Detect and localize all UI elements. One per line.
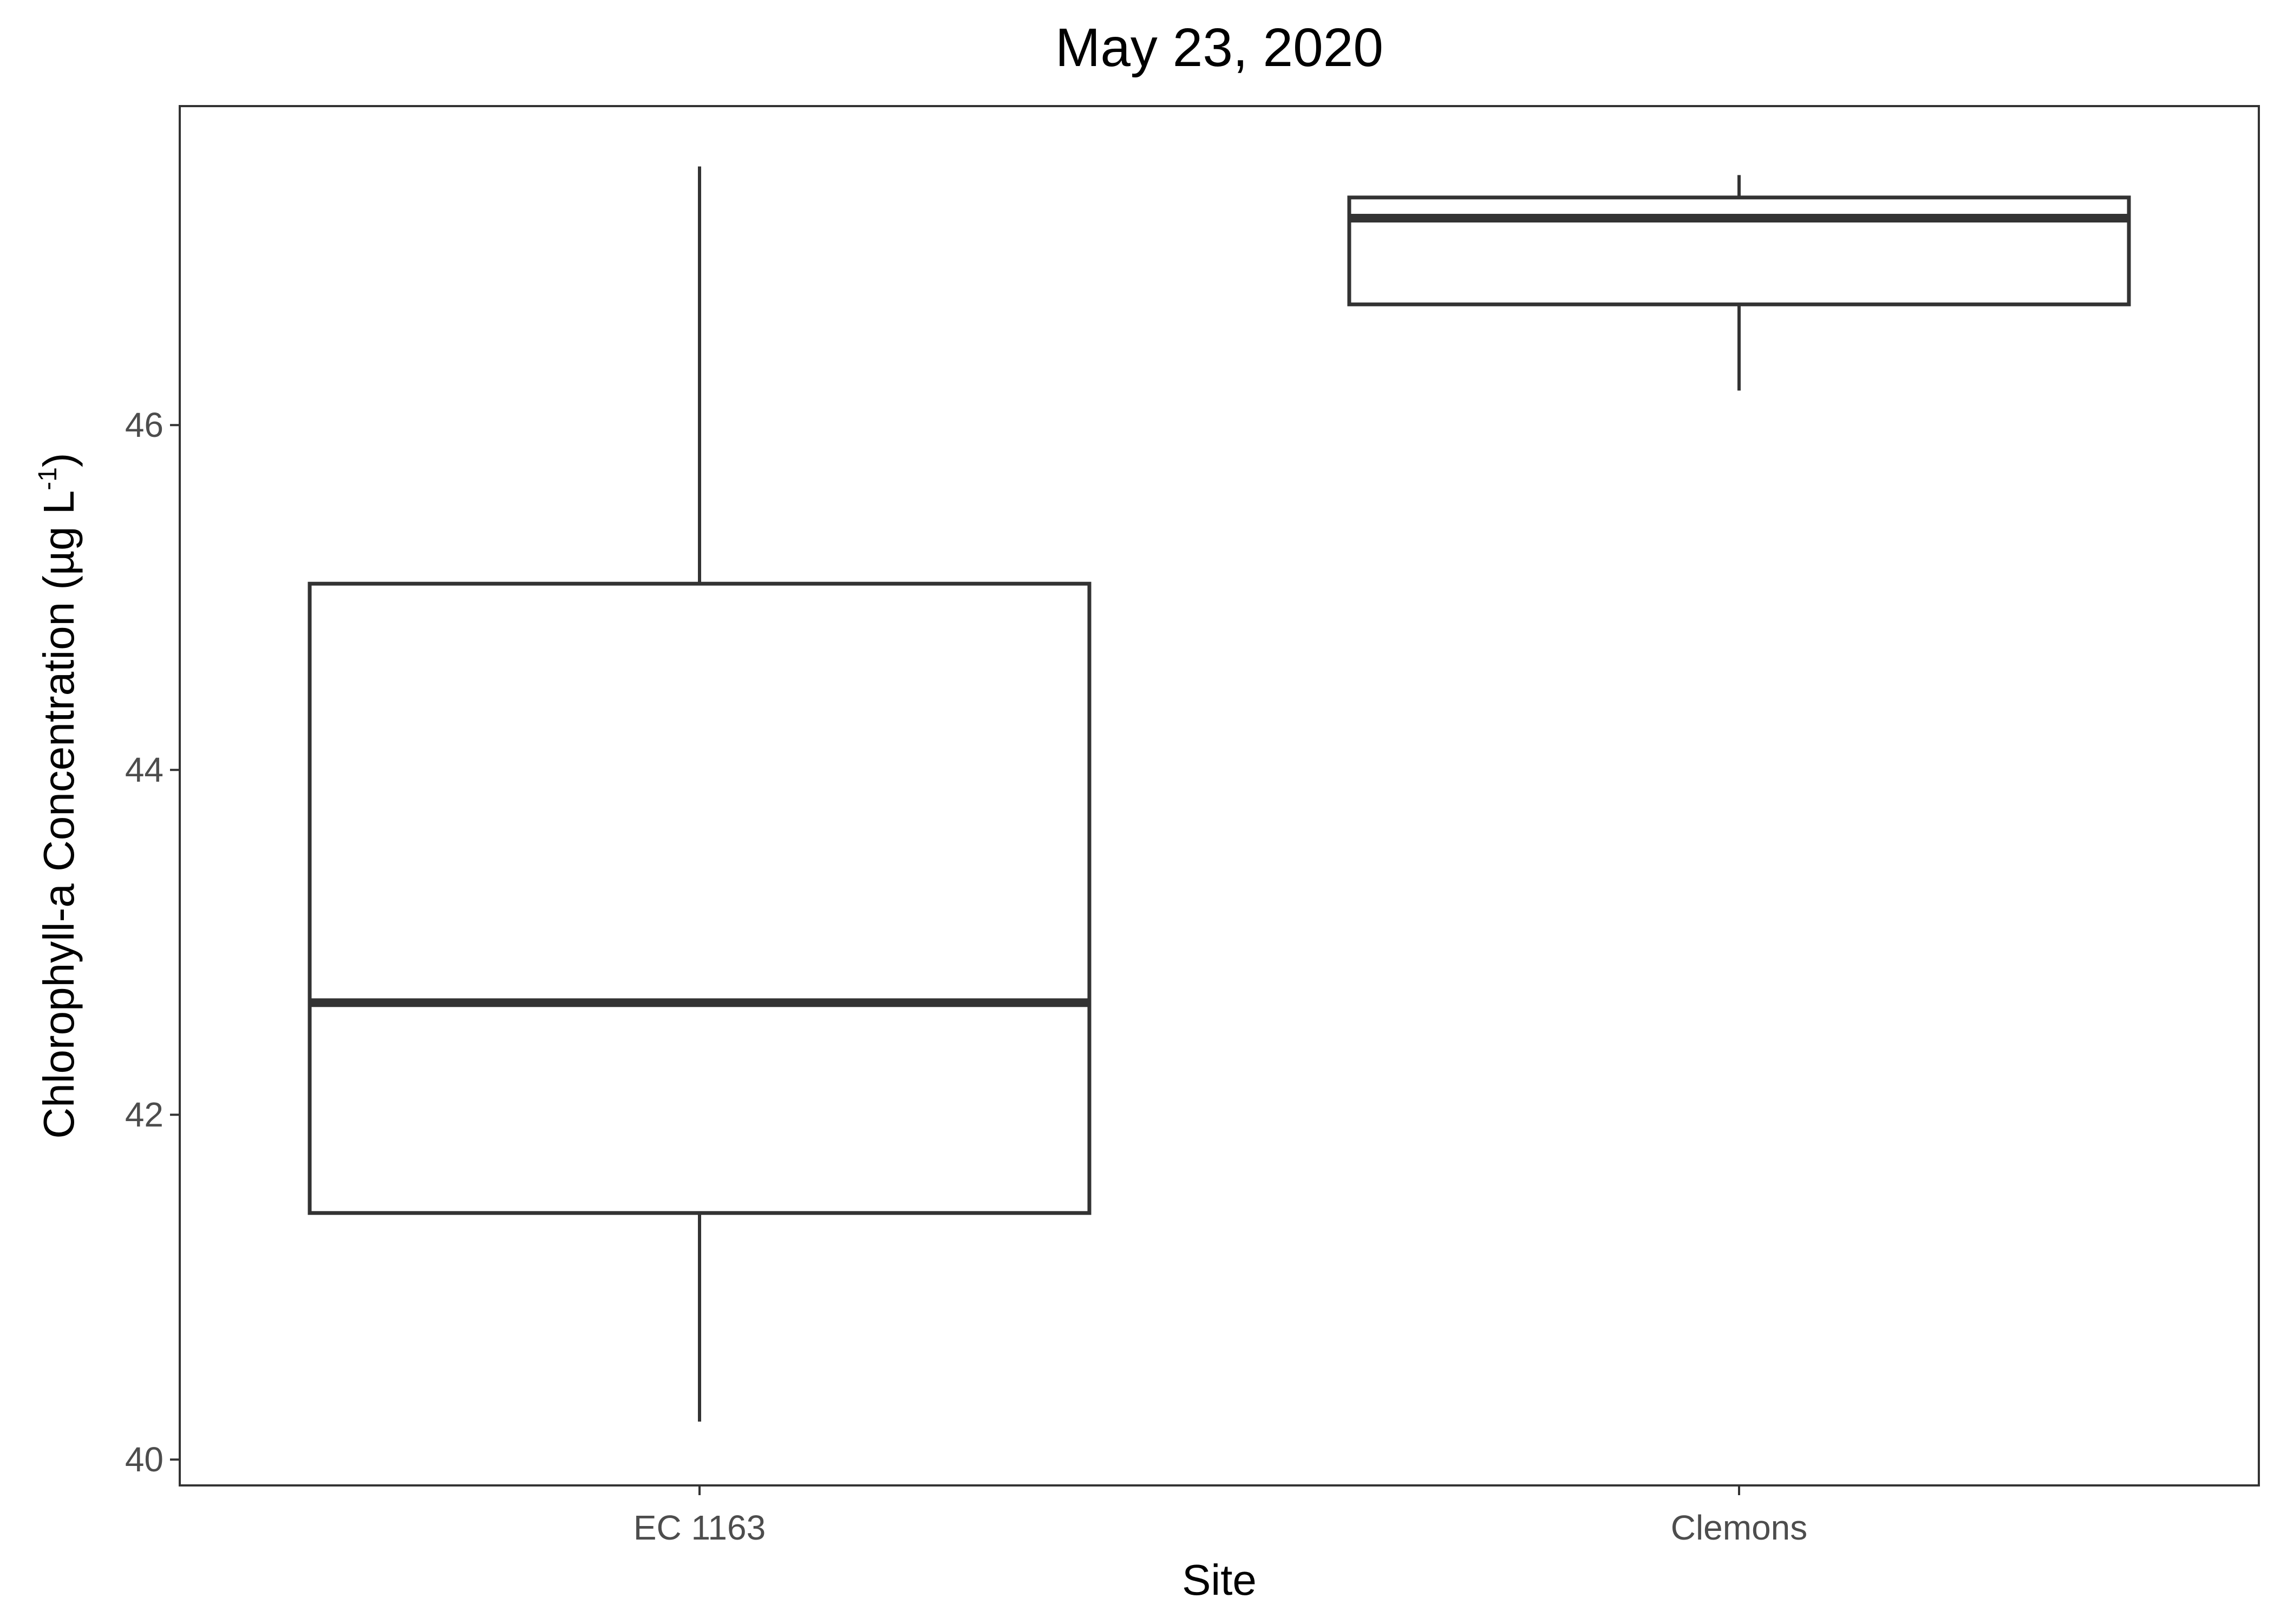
y-axis-title-main: Chlorophyll-a Concentration (µg L — [35, 490, 83, 1139]
y-axis: 40 42 44 46 — [125, 405, 180, 1479]
y-axis-title: Chlorophyll-a Concentration (µg L-1) — [34, 453, 83, 1138]
boxes-layer — [308, 166, 2131, 1422]
x-axis: EC 1163 Clemons — [633, 1485, 1807, 1547]
x-axis-title: Site — [1182, 1556, 1257, 1604]
y-axis-title-superscript: -1 — [34, 467, 62, 490]
chart-title: May 23, 2020 — [1055, 17, 1383, 78]
y-axis-title-close: ) — [35, 453, 83, 467]
iqr-box — [1347, 195, 2131, 306]
x-tick-label: Clemons — [1671, 1508, 1808, 1547]
y-tick-label: 40 — [125, 1440, 164, 1479]
y-tick-label: 44 — [125, 750, 164, 789]
box-1 — [308, 166, 1092, 1422]
y-tick-label: 42 — [125, 1095, 164, 1134]
x-tick-label: EC 1163 — [633, 1508, 766, 1547]
box-2 — [1347, 175, 2131, 391]
iqr-box — [308, 581, 1092, 1215]
y-tick-label: 46 — [125, 405, 164, 444]
